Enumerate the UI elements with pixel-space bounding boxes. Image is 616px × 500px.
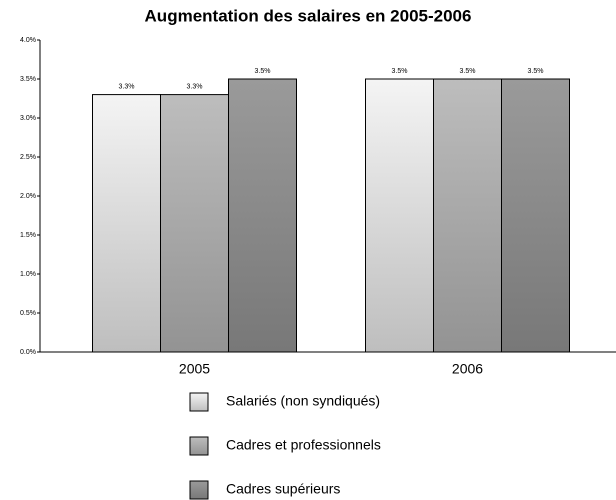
- chart-title: Augmentation des salaires en 2005-2006: [145, 6, 472, 25]
- legend-swatch: [189, 480, 209, 500]
- y-tick-label: 3.0%: [20, 115, 36, 122]
- legend-label: Cadres et professionnels: [226, 437, 381, 453]
- value-label: 3.5%: [392, 68, 408, 75]
- y-tick-label: 2.0%: [20, 193, 36, 200]
- x-tick-label: 2005: [179, 361, 210, 377]
- value-label: 3.5%: [528, 68, 544, 75]
- value-label: 3.5%: [460, 68, 476, 75]
- y-tick-label: 0.5%: [20, 310, 36, 317]
- legend-label: Salariés (non syndiqués): [226, 393, 380, 409]
- y-tick-label: 3.5%: [20, 76, 36, 83]
- legend-swatch: [189, 392, 209, 412]
- bar: [228, 78, 297, 353]
- y-tick-label: 1.0%: [20, 271, 36, 278]
- x-tick-label: 2006: [452, 361, 483, 377]
- bar: [501, 78, 570, 353]
- bar: [92, 94, 161, 353]
- y-tick-label: 1.5%: [20, 232, 36, 239]
- y-tick-label: 0.0%: [20, 349, 36, 356]
- value-label: 3.5%: [255, 68, 271, 75]
- y-tick-label: 2.5%: [20, 154, 36, 161]
- bar: [365, 78, 434, 353]
- value-label: 3.3%: [187, 83, 203, 90]
- bar: [433, 78, 502, 353]
- legend-label: Cadres supérieurs: [226, 481, 340, 497]
- value-label: 3.3%: [119, 83, 135, 90]
- bar: [160, 94, 229, 353]
- y-tick-label: 4.0%: [20, 37, 36, 44]
- legend-swatch: [189, 436, 209, 456]
